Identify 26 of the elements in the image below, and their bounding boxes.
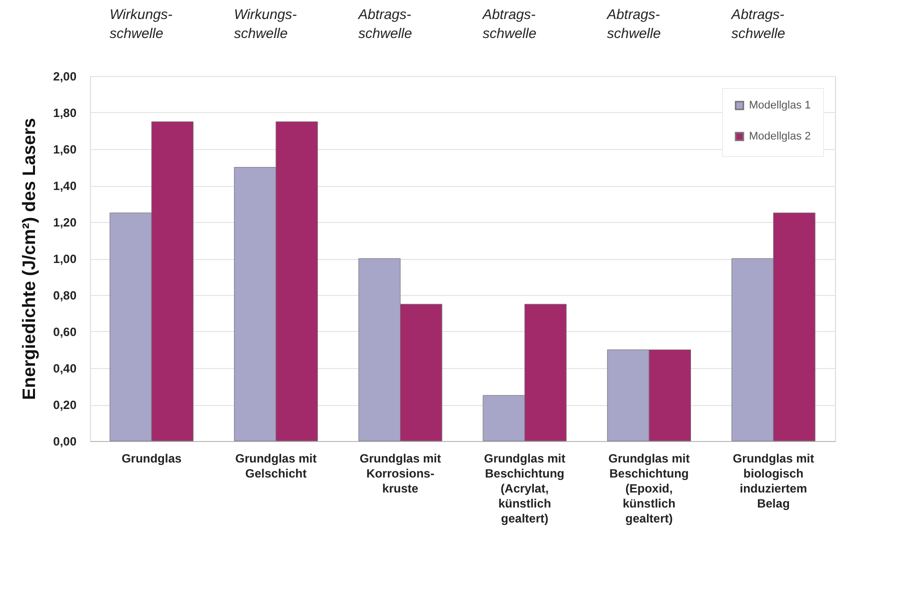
y-tick-label: 0,60 (53, 325, 77, 339)
x-tick-label: Grundglas (122, 452, 182, 466)
x-tick-label: Grundglas mit Gelschicht (235, 452, 317, 480)
text: Abtrags- schwelle (606, 6, 661, 41)
y-tick-label: 0,00 (53, 434, 77, 448)
y-tick-label: 1,60 (53, 142, 77, 156)
x-tick-label: Grundglas mit Beschichtung (Acrylat, künstlich gealtert) (484, 452, 566, 526)
text: Abtrags- schwelle (357, 6, 412, 41)
legend-label: Modellglas 1 (749, 100, 811, 112)
x-tick-label: Grundglas mit Beschichtung (Epoxid, künstlich gealtert) (608, 452, 690, 526)
y-tick-label: 1,00 (53, 252, 77, 266)
y-tick-label: 0,20 (53, 398, 77, 412)
y-tick-label: 0,40 (53, 362, 77, 376)
x-tick-label: Grundglas mit Korrosions- kruste (360, 452, 441, 496)
x-tick-label: Grundglas mit biologisch induziertem Belag (732, 452, 814, 510)
text: Abtrags- schwelle (730, 6, 786, 41)
text: Wirkungs- schwelle (234, 6, 298, 41)
y-tick-label: 1,20 (53, 216, 77, 230)
y-tick-label: 0,80 (53, 288, 77, 302)
y-tick-label: 2,00 (53, 70, 77, 84)
text: Wirkungs- schwelle (110, 6, 173, 41)
y-tick-label: 1,80 (53, 106, 77, 120)
y-tick-label: 1,40 (53, 179, 77, 193)
y-axis-title: Energiedichte (J/cm²) des Lasers (19, 118, 40, 400)
text: Abtrags- schwelle (482, 6, 537, 41)
legend-label: Modellglas 2 (749, 130, 811, 142)
